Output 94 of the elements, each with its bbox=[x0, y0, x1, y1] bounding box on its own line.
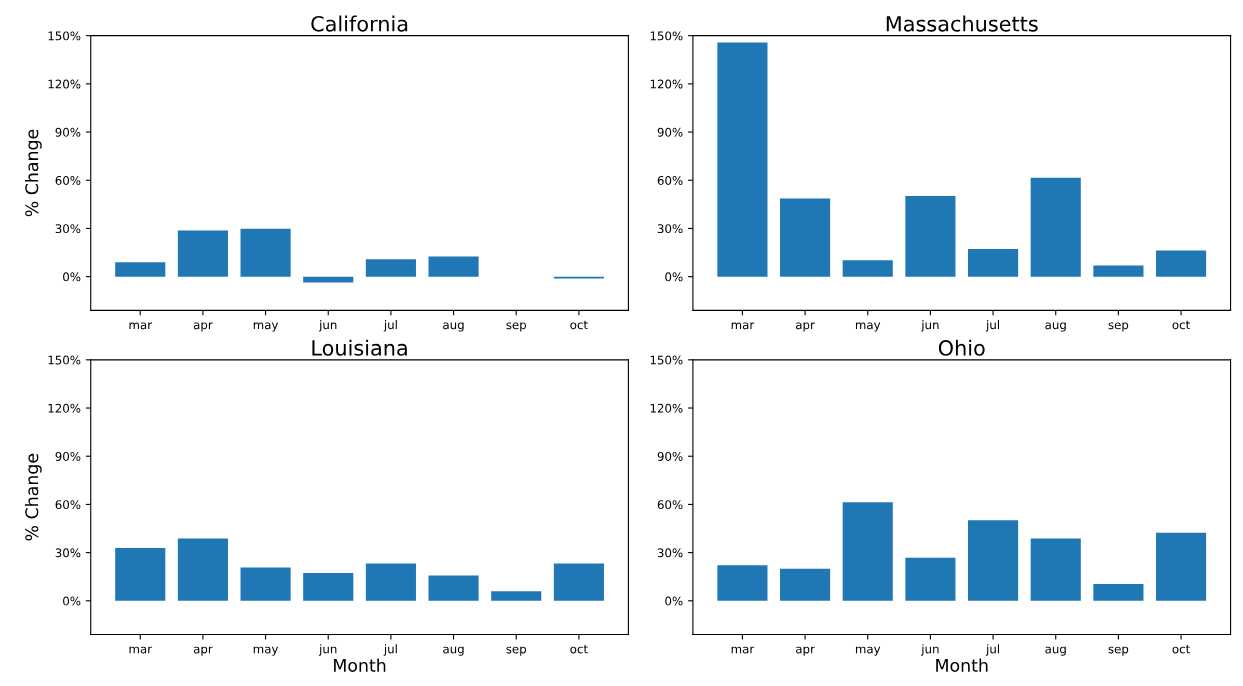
y-tick-label: 90% bbox=[657, 127, 683, 137]
bar bbox=[1030, 538, 1081, 601]
x-tick-label: may bbox=[855, 646, 881, 656]
y-tick-label: 60% bbox=[55, 175, 81, 185]
x-tick-label: mar bbox=[129, 322, 153, 330]
bar bbox=[553, 563, 604, 601]
bar bbox=[240, 228, 291, 277]
bar bbox=[177, 538, 228, 601]
x-tick-label: oct bbox=[1172, 644, 1190, 654]
y-tick-label: 0% bbox=[63, 272, 81, 282]
x-tick-label: sep bbox=[1108, 322, 1129, 332]
x-tick-label: mar bbox=[129, 646, 153, 654]
x-tick-label: aug bbox=[1045, 646, 1066, 656]
x-tick-label: oct bbox=[570, 644, 588, 654]
bar bbox=[1156, 532, 1207, 601]
bar bbox=[177, 230, 228, 277]
x-tick-label: mar bbox=[731, 646, 755, 654]
x-tick-label: sep bbox=[506, 322, 527, 332]
y-tick-label: 150% bbox=[48, 355, 81, 365]
bar bbox=[717, 565, 768, 601]
bar bbox=[717, 42, 768, 277]
x-tick-label: jun bbox=[318, 320, 337, 332]
x-axis-title: Month bbox=[936, 658, 988, 672]
bar bbox=[240, 567, 291, 601]
y-tick-label: 150% bbox=[48, 31, 81, 41]
y-tick-label: 90% bbox=[55, 451, 81, 461]
y-axis-title: % Change bbox=[24, 453, 42, 541]
x-axis-title: Month bbox=[334, 658, 386, 672]
chart-title: California bbox=[311, 15, 408, 32]
y-tick-label: 120% bbox=[650, 403, 683, 413]
y-tick-label: 120% bbox=[650, 79, 683, 89]
bar bbox=[905, 557, 956, 601]
bar bbox=[1156, 250, 1207, 277]
y-axis-title: % Change bbox=[24, 129, 42, 217]
x-tick-label: may bbox=[253, 646, 279, 656]
y-tick-label: 30% bbox=[55, 224, 81, 234]
bar bbox=[428, 575, 479, 601]
y-tick-label: 150% bbox=[650, 355, 683, 365]
y-tick-label: 0% bbox=[665, 272, 683, 282]
x-tick-label: jul bbox=[985, 320, 999, 332]
y-tick-label: 90% bbox=[657, 451, 683, 461]
bar bbox=[303, 573, 354, 601]
x-tick-label: apr bbox=[796, 322, 815, 332]
bar bbox=[365, 563, 416, 601]
x-tick-label: apr bbox=[193, 322, 213, 332]
x-tick-label: apr bbox=[796, 646, 815, 656]
y-tick-label: 90% bbox=[55, 127, 81, 137]
x-tick-label: aug bbox=[1045, 322, 1066, 332]
x-tick-label: oct bbox=[570, 320, 588, 330]
y-tick-label: 30% bbox=[657, 548, 683, 558]
x-tick-label: jul bbox=[383, 644, 397, 656]
y-tick-label: 30% bbox=[657, 224, 683, 234]
x-tick-label: jul bbox=[383, 320, 397, 332]
bar bbox=[968, 520, 1019, 601]
x-tick-label: aug bbox=[443, 322, 464, 332]
x-tick-label: oct bbox=[1172, 320, 1190, 330]
x-tick-label: apr bbox=[193, 646, 213, 656]
bar bbox=[1093, 584, 1144, 601]
bar bbox=[968, 249, 1019, 277]
x-tick-label: may bbox=[855, 322, 881, 332]
y-tick-label: 120% bbox=[48, 79, 81, 89]
bar bbox=[780, 198, 831, 277]
bar bbox=[905, 196, 956, 277]
chart-title: Ohio bbox=[938, 339, 985, 356]
bar bbox=[1093, 265, 1144, 277]
bar bbox=[428, 256, 479, 277]
bar bbox=[491, 591, 542, 601]
x-tick-label: jul bbox=[985, 644, 999, 656]
y-tick-label: 120% bbox=[48, 403, 81, 413]
bar bbox=[115, 548, 166, 601]
bar bbox=[365, 259, 416, 277]
bar bbox=[780, 568, 831, 601]
x-tick-label: mar bbox=[731, 322, 755, 330]
x-tick-label: sep bbox=[506, 646, 527, 656]
y-tick-label: 30% bbox=[55, 548, 81, 558]
x-tick-label: jun bbox=[921, 320, 939, 332]
x-tick-label: aug bbox=[443, 646, 464, 656]
x-tick-label: jun bbox=[318, 644, 337, 656]
y-tick-label: 150% bbox=[650, 31, 683, 41]
y-tick-label: 60% bbox=[55, 500, 81, 510]
x-tick-label: sep bbox=[1108, 646, 1129, 656]
y-tick-label: 0% bbox=[665, 596, 683, 606]
x-tick-label: may bbox=[253, 322, 279, 332]
y-tick-label: 60% bbox=[657, 175, 683, 185]
chart-title: Massachusetts bbox=[886, 15, 1038, 32]
bar bbox=[303, 276, 354, 283]
y-tick-label: 0% bbox=[63, 596, 81, 606]
bar bbox=[1030, 177, 1081, 277]
x-tick-label: jun bbox=[921, 644, 939, 656]
chart-title: Louisiana bbox=[312, 339, 407, 356]
bar bbox=[842, 260, 893, 277]
y-tick-label: 60% bbox=[657, 500, 683, 510]
bar bbox=[115, 262, 166, 277]
bar bbox=[842, 502, 893, 601]
